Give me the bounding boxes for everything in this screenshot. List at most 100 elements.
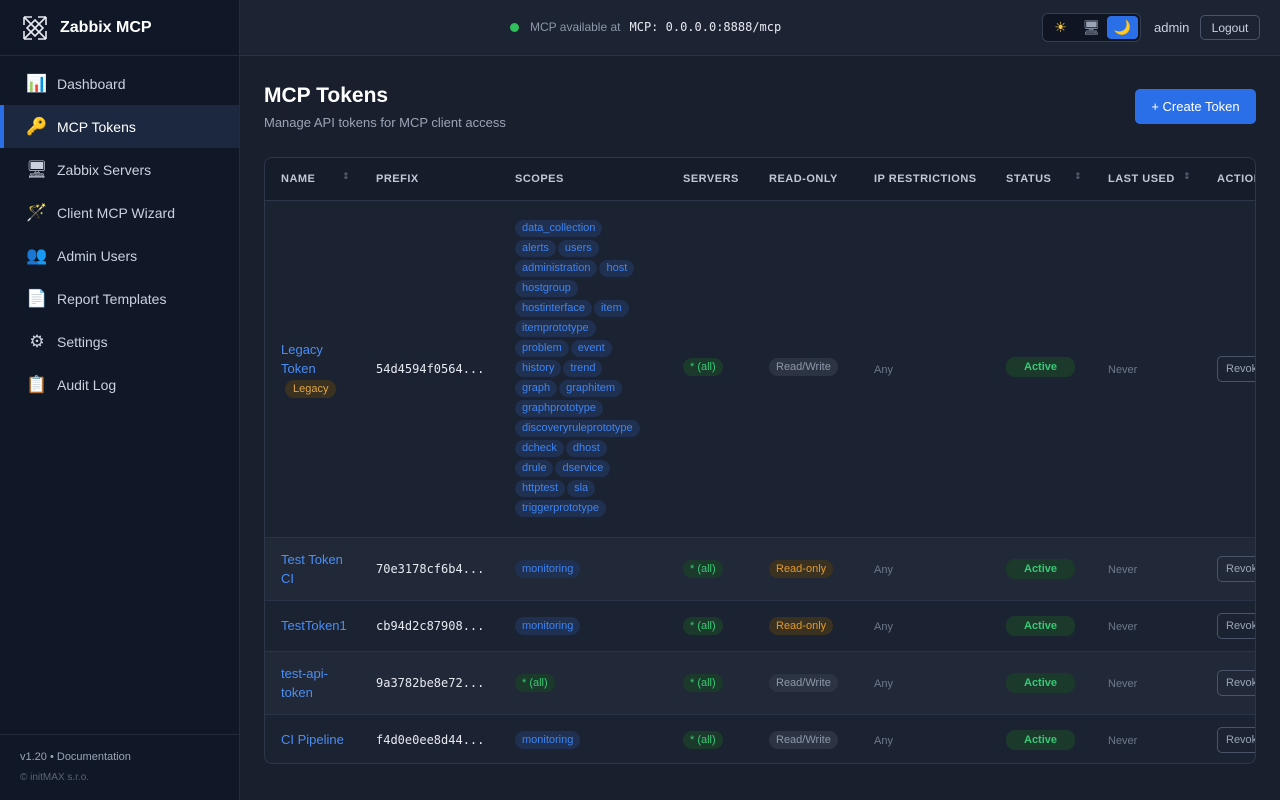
tokens-table-container: NAME ↕ PREFIX SCOPES SERVERS READ-ONLY IP… <box>264 157 1256 764</box>
scope-pill: problem <box>515 339 569 357</box>
table-row: test-api-token 9a3782be8e72... * (all) *… <box>265 651 1255 715</box>
scope-pill: alerts <box>515 239 556 257</box>
ip-restrictions: Any <box>874 363 893 376</box>
revoke-button[interactable]: Revoke <box>1217 612 1255 639</box>
scope-pill: graphitem <box>559 379 623 397</box>
ip-restrictions: Any <box>874 620 893 633</box>
sidebar-item-label: Client MCP Wizard <box>57 204 175 221</box>
last-used: Never <box>1108 563 1138 576</box>
table-row: Legacy Token Legacy 54d4594f0564... data… <box>265 200 1255 538</box>
sidebar-item-settings[interactable]: ⚙ Settings <box>0 320 239 363</box>
column-header-read-only: READ-ONLY <box>753 158 858 201</box>
scope-pill: users <box>557 239 599 257</box>
sidebar-item-label: MCP Tokens <box>57 118 136 135</box>
table-header-row: NAME ↕ PREFIX SCOPES SERVERS READ-ONLY IP… <box>265 158 1255 201</box>
sidebar-item-audit-log[interactable]: 📋 Audit Log <box>0 363 239 406</box>
sidebar-item-report-templates[interactable]: 📄 Report Templates <box>0 277 239 320</box>
scope-pill: dservice <box>555 459 611 477</box>
create-token-button[interactable]: + Create Token <box>1135 89 1256 124</box>
token-name-link[interactable]: CI Pipeline <box>281 732 344 748</box>
status-badge: Active <box>1006 672 1076 693</box>
scope-pill: graphprototype <box>515 399 603 417</box>
scope-pill: monitoring <box>515 616 581 635</box>
copyright: © initMAX s.r.o. <box>20 772 90 783</box>
sidebar-item-label: Zabbix Servers <box>57 161 152 178</box>
column-header-name[interactable]: NAME ↕ <box>265 158 360 201</box>
table-row: TestToken1 cb94d2c87908... monitoring * … <box>265 600 1255 652</box>
scope-pill: item <box>593 299 629 317</box>
brand[interactable]: Zabbix MCP <box>0 0 239 56</box>
sort-icon: ↕ <box>1182 172 1191 182</box>
scope-pill: hostinterface <box>515 299 592 317</box>
sidebar-item-client-mcp-wizard[interactable]: 🪄 Client MCP Wizard <box>0 191 239 234</box>
token-name-link[interactable]: test-api-token <box>281 665 328 700</box>
logout-button[interactable]: Logout <box>1200 15 1260 40</box>
servers-badge: * (all) <box>683 358 723 376</box>
token-name-link[interactable]: TestToken1 <box>281 618 347 633</box>
monitor-icon[interactable]: 🖥 <box>1082 19 1101 36</box>
mcp-status-text: MCP available at <box>530 20 621 34</box>
sort-icon: ↕ <box>341 172 350 182</box>
scope-list: data_collection alerts users administrati… <box>515 208 665 530</box>
legacy-badge: Legacy <box>285 379 337 398</box>
page-title: MCP Tokens <box>264 84 389 107</box>
sort-icon: ↕ <box>1073 172 1082 182</box>
mcp-status: MCP available at MCP: 0.0.0.0:8888/mcp <box>510 20 781 34</box>
status-badge: Active <box>1006 558 1076 579</box>
column-header-prefix: PREFIX <box>360 158 499 201</box>
sidebar-footer: v1.20 • Documentation © initMAX s.r.o. <box>0 734 239 800</box>
gear-icon: ⚙ <box>29 331 45 352</box>
sidebar-item-admin-users[interactable]: 👥 Admin Users <box>0 234 239 277</box>
sidebar-item-label: Admin Users <box>57 247 138 264</box>
sidebar-item-label: Settings <box>57 333 108 350</box>
last-used: Never <box>1108 363 1138 376</box>
scope-pill: dhost <box>565 439 607 457</box>
column-header-status[interactable]: STATUS ↕ <box>990 158 1092 201</box>
column-label: STATUS <box>1006 172 1052 185</box>
scope-pill: monitoring <box>515 559 581 578</box>
scope-pill: trend <box>563 359 603 377</box>
status-badge: Active <box>1006 729 1076 750</box>
column-header-scopes: SCOPES <box>499 158 667 201</box>
page-subtitle: Manage API tokens for MCP client access <box>264 115 506 130</box>
scope-pill: dcheck <box>515 439 564 457</box>
token-prefix: 70e3178cf6b4... <box>376 561 485 576</box>
read-only-badge: Read-only <box>769 559 834 578</box>
users-icon: 👥 <box>26 245 48 266</box>
column-header-last-used[interactable]: LAST USED ↕ <box>1092 158 1201 201</box>
sidebar-item-label: Dashboard <box>57 75 126 92</box>
mcp-url: MCP: 0.0.0.0:8888/mcp <box>629 20 782 34</box>
sidebar-nav: 📊 Dashboard 🔑 MCP Tokens 🖥 Zabbix Server… <box>0 56 239 406</box>
ip-restrictions: Any <box>874 563 893 576</box>
version-documentation-link[interactable]: v1.20 • Documentation <box>20 751 131 763</box>
read-write-badge: Read/Write <box>769 673 838 692</box>
last-used: Never <box>1108 677 1138 690</box>
scope-pill: sla <box>567 479 596 497</box>
sidebar-item-label: Report Templates <box>57 290 167 307</box>
scope-pill: data_collection <box>515 219 603 237</box>
moon-icon[interactable]: 🌙 <box>1107 16 1138 39</box>
ip-restrictions: Any <box>874 677 893 690</box>
servers-badge: * (all) <box>683 616 723 635</box>
monitor-icon: 🖥 <box>26 159 48 180</box>
revoke-button[interactable]: Revoke <box>1217 555 1255 582</box>
revoke-button[interactable]: Revoke <box>1217 726 1255 753</box>
scope-pill: host <box>599 259 635 277</box>
column-label: SCOPES <box>515 172 564 185</box>
scope-pill: history <box>515 359 562 377</box>
token-prefix: 9a3782be8e72... <box>376 675 485 690</box>
sidebar-item-dashboard[interactable]: 📊 Dashboard <box>0 62 239 105</box>
sun-icon[interactable]: ☀ <box>1054 19 1067 36</box>
status-badge: Active <box>1006 357 1076 377</box>
revoke-button[interactable]: Revoke <box>1217 669 1255 696</box>
token-name-link[interactable]: Legacy Token <box>281 341 323 376</box>
scope-pill: graph <box>515 379 558 397</box>
sidebar-item-mcp-tokens[interactable]: 🔑 MCP Tokens <box>0 105 239 148</box>
tokens-table: NAME ↕ PREFIX SCOPES SERVERS READ-ONLY IP… <box>265 158 1255 763</box>
sidebar-item-zabbix-servers[interactable]: 🖥 Zabbix Servers <box>0 148 239 191</box>
token-name-link[interactable]: Test Token CI <box>281 551 343 586</box>
column-label: IP RESTRICTIONS <box>874 172 977 185</box>
revoke-button[interactable]: Revoke <box>1217 355 1255 382</box>
token-prefix: f4d0e0ee8d44... <box>376 732 485 747</box>
scope-pill: event <box>570 339 612 357</box>
